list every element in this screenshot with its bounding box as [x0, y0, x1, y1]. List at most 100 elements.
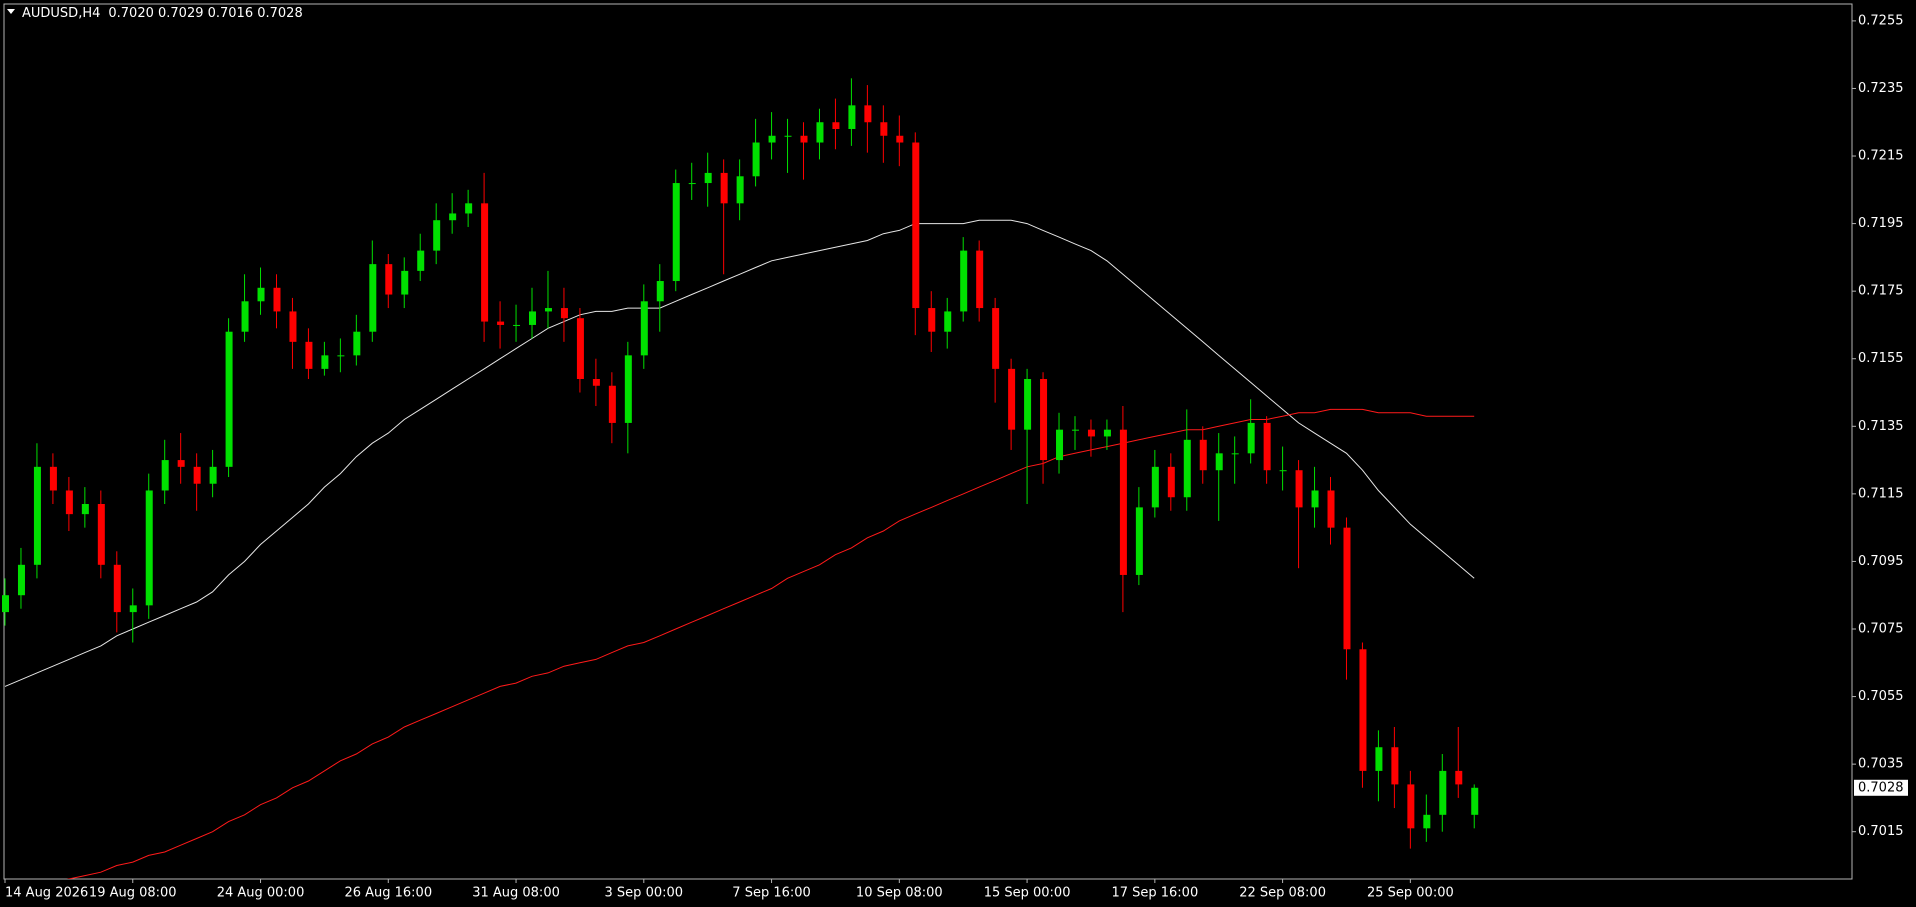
x-tick-label: 17 Sep 16:00 — [1111, 886, 1198, 901]
y-tick-label: 0.7235 — [1858, 81, 1904, 96]
y-tick-label: 0.7095 — [1858, 554, 1904, 569]
candle-body — [273, 287, 281, 312]
x-tick-label: 14 Aug 2026 — [5, 886, 88, 901]
candle-body — [992, 308, 1000, 369]
candle-body — [1455, 770, 1463, 785]
candle-body — [1199, 439, 1207, 471]
candle-body — [928, 308, 936, 332]
candle-body — [1040, 379, 1048, 461]
candle-body — [1119, 429, 1127, 575]
x-tick-label: 15 Sep 00:00 — [984, 886, 1071, 901]
candle-body — [1008, 368, 1016, 430]
candle-body — [752, 142, 760, 177]
current-price-box — [1854, 779, 1908, 796]
candle-body — [321, 355, 329, 369]
candle-body — [1024, 379, 1032, 430]
candle-body — [257, 287, 265, 302]
candle-body — [353, 331, 361, 356]
candle-body — [1279, 470, 1287, 472]
candle-body — [960, 250, 968, 312]
candle-body — [401, 270, 409, 295]
candle-body — [465, 203, 473, 214]
candle-body — [241, 301, 249, 332]
candle-body — [640, 301, 648, 356]
candle-body — [1327, 490, 1335, 528]
x-tick-label: 22 Sep 08:00 — [1239, 886, 1326, 901]
candle-body — [225, 331, 233, 467]
y-tick-label: 0.7075 — [1858, 622, 1904, 637]
candle-body — [385, 264, 393, 295]
y-tick-label: 0.7195 — [1858, 216, 1904, 231]
candle-body — [784, 135, 792, 137]
y-tick-label: 0.7055 — [1858, 689, 1904, 704]
candle-body — [1375, 747, 1383, 771]
candle-body — [1215, 453, 1223, 471]
candle-body — [1423, 814, 1431, 829]
candle-body — [832, 122, 840, 129]
ohlc-text: 0.7020 0.7029 0.7016 0.7028 — [108, 6, 302, 21]
x-tick-label: 19 Aug 08:00 — [89, 886, 177, 901]
candle-body — [1391, 747, 1399, 785]
candle-body — [864, 105, 872, 123]
y-tick-label: 0.7255 — [1858, 13, 1904, 28]
candle-body — [1439, 770, 1447, 815]
candle-body — [768, 135, 776, 143]
candle-body — [17, 564, 25, 596]
candle-body — [337, 355, 345, 357]
candle-body — [145, 490, 153, 606]
candle-body — [1087, 429, 1095, 437]
y-tick-label: 0.7135 — [1858, 419, 1904, 434]
candle-body — [161, 460, 169, 491]
x-tick-label: 26 Aug 16:00 — [344, 886, 432, 901]
x-tick-label: 3 Sep 00:00 — [605, 886, 684, 901]
candle-body — [65, 490, 73, 515]
candle-body — [1311, 490, 1319, 508]
candle-body — [1471, 787, 1479, 815]
candle-body — [560, 308, 568, 319]
candle-body — [944, 311, 952, 332]
collapse-triangle[interactable] — [7, 9, 15, 14]
candle-body — [1056, 429, 1064, 461]
chart-header: AUDUSD,H4 0.7020 0.7029 0.7016 0.7028 — [22, 6, 303, 21]
candle-body — [481, 203, 489, 322]
plot-frame — [3, 3, 1853, 880]
candle-body — [369, 264, 377, 332]
candle-body — [576, 318, 584, 379]
candle-group — [2, 78, 1479, 849]
x-tick-label: 31 Aug 08:00 — [472, 886, 560, 901]
candle-body — [497, 321, 505, 325]
candle-body — [97, 504, 105, 565]
candle-body — [529, 311, 537, 325]
candle-body — [33, 466, 41, 565]
overlay-group — [4, 219, 1475, 879]
candle-body — [1359, 649, 1367, 771]
candle-body — [1343, 527, 1351, 650]
x-tick-label: 10 Sep 08:00 — [856, 886, 943, 901]
y-tick-label: 0.7155 — [1858, 351, 1904, 366]
candle-body — [592, 379, 600, 386]
candle-body — [433, 220, 441, 251]
candle-body — [113, 564, 121, 613]
candle-body — [1295, 470, 1303, 508]
candle-body — [912, 142, 920, 309]
candle-body — [624, 355, 632, 423]
candle-body — [1407, 784, 1415, 829]
y-tick-label: 0.7015 — [1858, 824, 1904, 839]
candle-body — [193, 466, 201, 484]
candle-body — [720, 172, 728, 204]
candle-body — [704, 172, 712, 184]
y-tick-label: 0.7215 — [1858, 149, 1904, 164]
x-tick-label: 24 Aug 00:00 — [217, 886, 305, 901]
candle-body — [305, 341, 313, 369]
x-tick-label: 25 Sep 00:00 — [1367, 886, 1454, 901]
candle-body — [688, 183, 696, 185]
candle-body — [1263, 422, 1271, 471]
candle-body — [209, 466, 217, 484]
candle-body — [880, 122, 888, 136]
candle-body — [1231, 453, 1239, 455]
y-tick-label: 0.7175 — [1858, 284, 1904, 299]
y-tick-label: 0.7115 — [1858, 486, 1904, 501]
candle-body — [1135, 507, 1143, 575]
candle-body — [129, 605, 137, 613]
